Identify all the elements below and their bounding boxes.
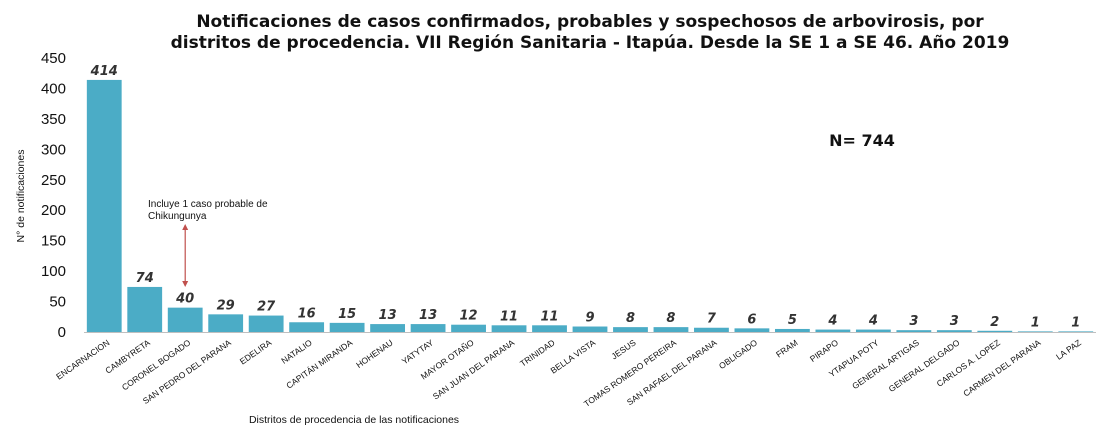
bar-coronel-bogado [167,307,203,332]
y-tick-200: 200 [41,202,66,219]
data-label-carmen-del-parana: 1 [1031,315,1040,330]
bar-fram [774,328,810,332]
x-tick-bella-vista: BELLA VISTA [549,337,598,375]
bar-capitan-miranda [329,322,365,332]
bar-carmen-del-parana [1017,331,1053,332]
y-tick-400: 400 [41,80,66,97]
y-axis-label: N° de notificaciones [15,150,27,243]
data-label-ytapua-poty: 4 [868,314,878,329]
annotation-arrowhead-up [182,224,189,230]
x-tick-yatytay: YATYTAY [400,337,436,366]
x-axis-label: Distritos de procedencia de las notifica… [249,414,459,425]
bar-ytapua-poty [855,329,891,332]
x-tick-general-delgado: GENERAL DELGADO [887,337,962,394]
data-label-cambyreta: 74 [136,271,154,286]
data-label-coronel-bogado: 40 [175,292,194,307]
x-tick-encarnacion: ENCARNACION [54,337,111,381]
bar-carlos-a-lopez [977,330,1013,332]
annotation-arrow [182,224,189,287]
data-label-general-delgado: 3 [950,314,959,329]
total-n-label: N= 744 [829,131,895,150]
x-tick-natalio: NATALIO [279,337,314,366]
x-tick-trinidad: TRINIDAD [518,337,557,368]
chart-title-line-2: distritos de procedencia. VII Región San… [171,33,1010,53]
data-label-mayor-otano: 12 [460,309,478,324]
bar-general-delgado [936,330,972,332]
annotation-arrowhead-down [182,281,189,287]
x-tick-pirapo: PIRAPO [808,337,840,364]
bar-obligado [734,328,770,332]
data-label-natalio: 16 [298,306,316,321]
bar-bella-vista [572,326,608,332]
x-tick-fram: FRAM [774,337,799,359]
bar-san-juan-del-parana [491,325,527,332]
x-tick-coronel-bogado: CORONEL BOGADO [120,337,193,392]
data-label-hohenau: 13 [379,308,397,323]
x-tick-carmen-del-parana: CARMEN DEL PARANA [961,337,1042,398]
bar-yatytay [410,324,446,332]
bar-tomas-romero-pereira [653,327,689,332]
bar-jesus [613,327,648,332]
data-label-pirapo: 4 [827,314,837,329]
bar-san-pedro-del-parana [208,314,244,332]
data-label-encarnacion: 414 [90,64,118,79]
data-label-trinidad: 11 [540,309,558,324]
bar-san-rafael-del-parana [694,327,729,332]
y-tick-50: 50 [49,294,66,311]
bar-encarnacion [86,79,122,332]
bar-series [86,79,1094,332]
y-tick-150: 150 [41,233,66,250]
y-tick-450: 450 [41,50,66,67]
bar-trinidad [532,325,567,332]
data-label-fram: 5 [788,313,797,328]
y-tick-350: 350 [41,111,66,128]
annotation-text-line-2: Chikungunya [148,211,207,222]
data-label-yatytay: 13 [419,308,437,323]
bar-general-artigas [896,330,932,332]
data-label-san-juan-del-parana: 11 [500,309,518,324]
data-label-tomas-romero-pereira: 8 [666,311,675,326]
bar-edelira [248,315,284,332]
bar-pirapo [815,329,851,332]
data-label-carlos-a-lopez: 2 [990,315,999,330]
bar-la-paz [1058,331,1094,332]
y-tick-250: 250 [41,172,66,189]
x-tick-general-artigas: GENERAL ARTIGAS [850,337,921,391]
data-label-jesus: 8 [626,311,635,326]
x-tick-la-paz: LA PAZ [1054,337,1083,361]
y-tick-100: 100 [41,263,66,280]
x-tick-capitan-miranda: CAPITÁN MIRANDA [284,337,354,390]
bar-natalio [289,322,325,332]
chart-title-line-1: Notificaciones de casos confirmados, pro… [196,12,984,32]
x-tick-jesus: JESUS [609,337,637,361]
x-tick-hohenau: HOHENAU [354,337,395,370]
annotation-text-line-1: Incluye 1 caso probable de [148,199,268,210]
y-tick-0: 0 [58,324,66,341]
data-label-la-paz: 1 [1071,315,1080,330]
data-label-capitan-miranda: 15 [338,307,356,322]
bar-cambyreta [127,286,163,332]
x-tick-edelira: EDELIRA [238,337,274,366]
data-label-edelira: 27 [257,300,276,315]
data-label-obligado: 6 [747,312,756,327]
bar-mayor-otano [451,324,486,332]
bar-hohenau [370,324,406,332]
x-tick-obligado: OBLIGADO [717,337,759,371]
data-label-bella-vista: 9 [585,311,594,326]
data-label-general-artigas: 3 [909,314,918,329]
y-tick-300: 300 [41,141,66,158]
y-axis-ticks: 0 50 100 150 200 250 300 350 400 450 [41,50,66,341]
data-label-san-rafael-del-parana: 7 [707,312,717,327]
data-label-san-pedro-del-parana: 29 [217,298,235,313]
